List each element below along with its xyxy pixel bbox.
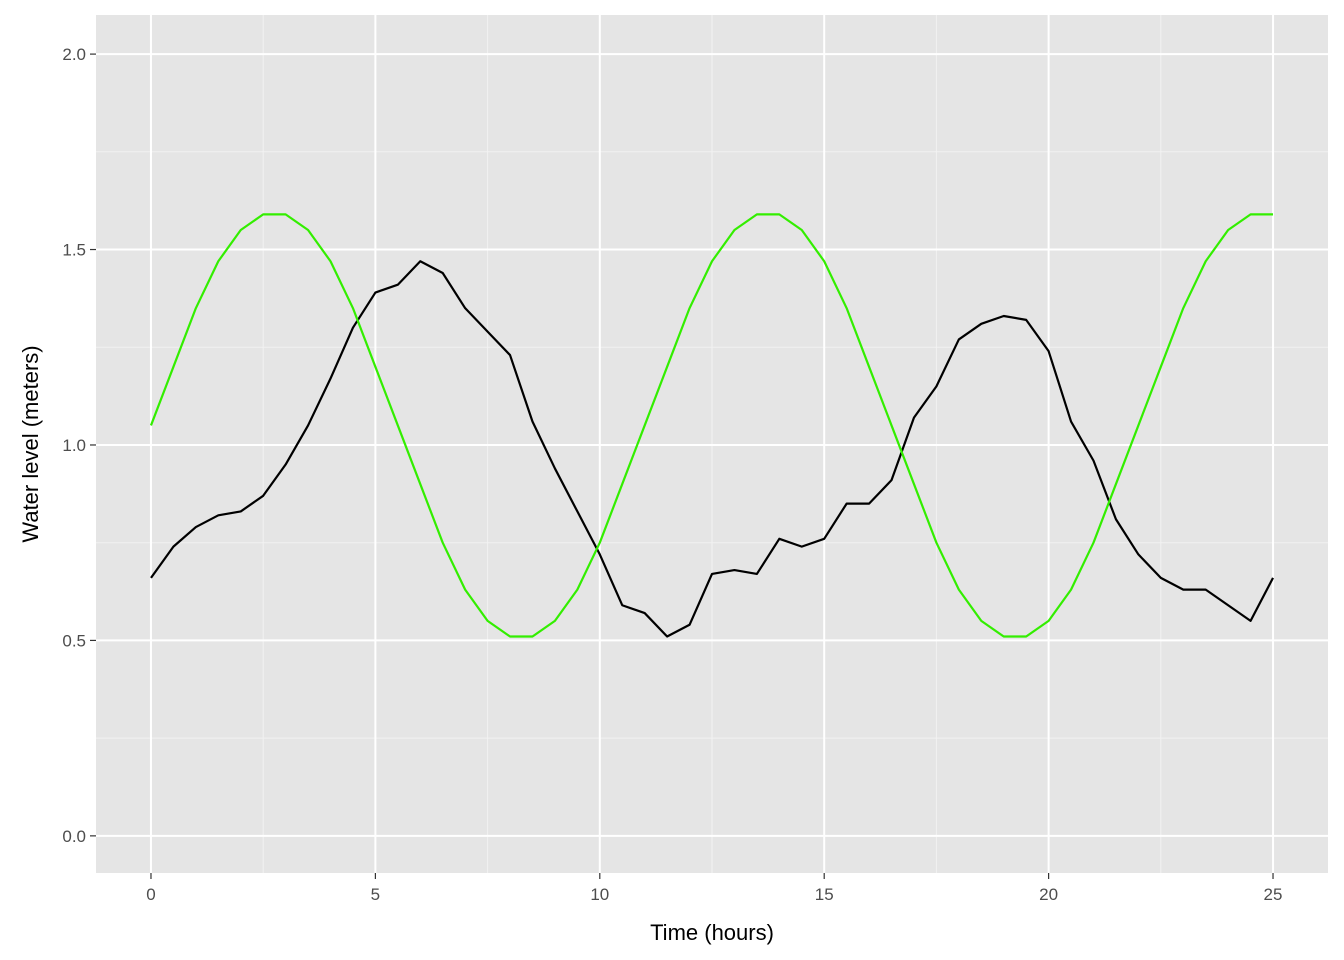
y-tick-label: 1.5 — [62, 241, 86, 260]
x-tick-label: 5 — [371, 885, 380, 904]
y-axis-title: Water level (meters) — [18, 345, 43, 542]
x-tick-label: 20 — [1039, 885, 1058, 904]
x-tick-label: 0 — [146, 885, 155, 904]
series-line — [150, 260, 1274, 638]
lines — [149, 213, 1274, 638]
grid — [96, 15, 1328, 873]
x-tick-label: 15 — [815, 885, 834, 904]
y-tick-label: 1.0 — [62, 436, 86, 455]
series-line — [149, 213, 1274, 638]
x-tick-label: 25 — [1264, 885, 1283, 904]
y-tick-label: 2.0 — [62, 45, 86, 64]
y-tick-label: 0.5 — [62, 631, 86, 650]
y-tick-label: 0.0 — [62, 827, 86, 846]
x-axis-title: Time (hours) — [650, 920, 774, 945]
axes: 0 5 10 15 20 25 0.0 0.5 1.0 1.5 2.0 — [62, 45, 1282, 904]
x-tick-label: 10 — [590, 885, 609, 904]
